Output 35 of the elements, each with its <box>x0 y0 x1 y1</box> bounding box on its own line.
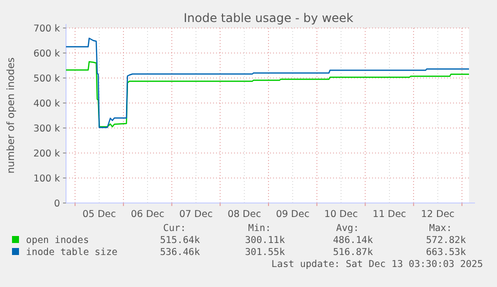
text: 300.11k <box>244 235 286 246</box>
x-tick-label: 07 Dec <box>179 209 213 220</box>
text: Min: <box>248 223 271 234</box>
y-tick-label: 0 <box>54 198 60 210</box>
text: 486.14k <box>332 235 374 246</box>
text: Last update: Sat Dec 13 03:30:03 2025 <box>271 259 483 270</box>
y-tick-label: 300 k <box>33 123 60 134</box>
x-tick-label: 11 Dec <box>372 209 406 220</box>
text: 663.53k <box>426 247 466 258</box>
chart-title: Inode table usage - by week <box>184 11 354 25</box>
y-tick-label: 200 k <box>33 148 60 160</box>
y-tick-label: 500 k <box>33 73 60 84</box>
x-tick-label: 12 Dec <box>421 209 455 220</box>
y-axis-title: number of open inodes <box>6 57 17 174</box>
x-tick-label: 05 Dec <box>82 209 116 220</box>
x-tick-label: 10 Dec <box>324 209 358 220</box>
x-tick-label: 09 Dec <box>276 209 310 220</box>
y-tick-label: 700 k <box>33 23 60 34</box>
x-tick-label: 08 Dec <box>228 209 262 220</box>
text: 515.64k <box>160 235 200 246</box>
y-tick-label: 400 k <box>33 98 60 110</box>
legend-label: open inodes <box>26 235 89 246</box>
line-series <box>65 38 470 128</box>
line-series <box>65 61 470 128</box>
text: Cur: <box>163 223 186 234</box>
text: 572.82k <box>426 235 466 246</box>
text: Max: <box>429 223 452 234</box>
text: Avg: <box>336 223 359 234</box>
x-tick-label: 06 Dec <box>130 209 164 220</box>
y-tick-label: 600 k <box>33 48 60 60</box>
text: 301.55k <box>244 247 286 258</box>
text: 516.87k <box>332 247 374 258</box>
text: 536.46k <box>160 247 200 258</box>
y-tick-label: 100 k <box>33 173 60 184</box>
legend-label: inode table size <box>26 247 118 258</box>
